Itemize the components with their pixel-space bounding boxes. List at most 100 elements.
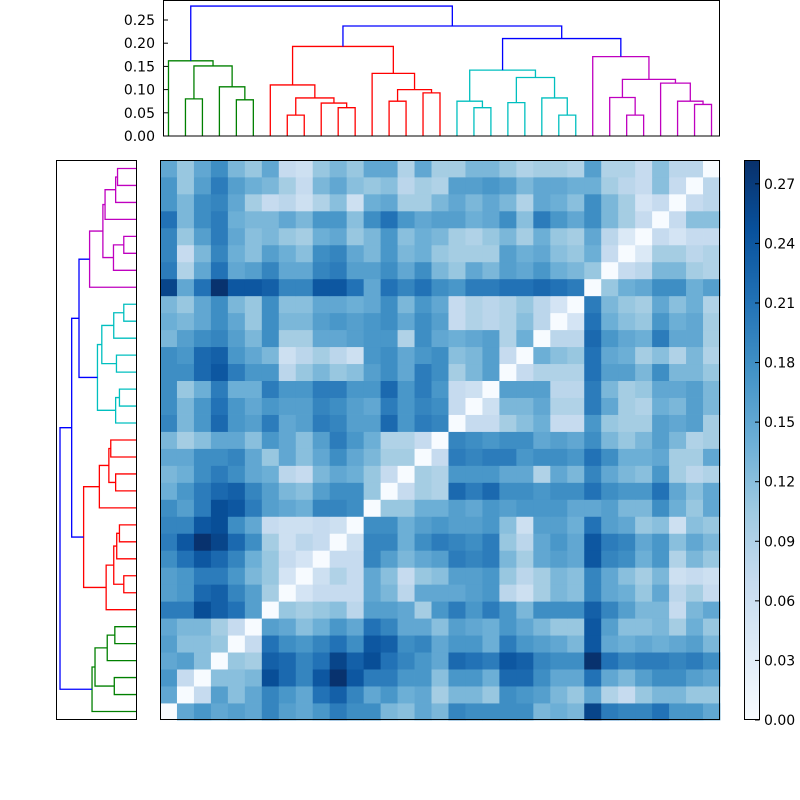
- heatmap-cell: [160, 380, 178, 398]
- heatmap-cell: [550, 329, 568, 348]
- heatmap-cell: [295, 686, 314, 704]
- heatmap-cell: [686, 278, 704, 297]
- heatmap-cell: [448, 295, 466, 314]
- heatmap-cell: [601, 397, 619, 415]
- heatmap-cell: [652, 431, 670, 449]
- heatmap-cell: [482, 652, 500, 670]
- heatmap-cell: [227, 414, 246, 432]
- heatmap-cell: [261, 652, 280, 670]
- heatmap-cell: [703, 244, 721, 263]
- heatmap-cell: [278, 278, 297, 297]
- heatmap-cell: [652, 193, 670, 212]
- heatmap-cell: [533, 635, 551, 653]
- heatmap-cell: [533, 193, 551, 212]
- heatmap-cell: [584, 533, 602, 551]
- heatmap-cell: [295, 278, 314, 297]
- heatmap-cell: [635, 261, 653, 280]
- heatmap-cell: [244, 160, 263, 178]
- heatmap-cell: [160, 550, 178, 568]
- heatmap-cell: [312, 244, 331, 263]
- heatmap-cell: [601, 244, 619, 263]
- heatmap-cell: [261, 329, 280, 348]
- heatmap-cell: [329, 669, 348, 687]
- colorbar-tick-label: 0.15: [764, 415, 795, 431]
- heatmap-cell: [227, 516, 246, 534]
- heatmap-cell: [160, 499, 178, 517]
- heatmap-cell: [703, 669, 721, 687]
- heatmap-cell: [312, 601, 331, 619]
- heatmap-cell: [227, 618, 246, 636]
- heatmap-cell: [176, 703, 195, 721]
- heatmap-cell: [193, 550, 212, 568]
- heatmap-cell: [312, 346, 331, 365]
- heatmap-cell: [346, 550, 365, 568]
- heatmap-cell: [448, 312, 466, 331]
- heatmap-cell: [448, 346, 466, 365]
- heatmap-cell: [346, 465, 365, 483]
- heatmap-cell: [295, 703, 314, 721]
- heatmap-cell: [567, 176, 585, 195]
- heatmap-cell: [533, 346, 551, 365]
- heatmap-cell: [652, 516, 670, 534]
- heatmap-cell: [295, 465, 314, 483]
- heatmap-cell: [176, 278, 195, 297]
- heatmap-cell: [499, 482, 517, 500]
- heatmap-cell: [329, 465, 348, 483]
- heatmap-cell: [448, 176, 466, 195]
- heatmap-cell: [669, 550, 687, 568]
- heatmap-cell: [193, 244, 212, 263]
- left-dendrogram-link: [123, 303, 136, 322]
- heatmap-cell: [261, 261, 280, 280]
- heatmap-cell: [550, 686, 568, 704]
- heatmap-cell: [652, 584, 670, 602]
- heatmap-cell: [244, 278, 263, 297]
- heatmap-cell: [397, 482, 415, 500]
- heatmap-cell: [499, 516, 517, 534]
- heatmap-cell: [550, 295, 568, 314]
- heatmap-cell: [414, 686, 432, 704]
- top-dendrogram-link: [190, 5, 453, 61]
- heatmap-cell: [227, 312, 246, 331]
- heatmap-cell: [703, 601, 721, 619]
- heatmap-cell: [329, 618, 348, 636]
- heatmap-cell: [160, 312, 178, 331]
- heatmap-cell: [584, 448, 602, 466]
- heatmap-cell: [312, 567, 331, 585]
- heatmap-cell: [363, 295, 382, 314]
- heatmap-cell: [584, 465, 602, 483]
- heatmap-cell: [686, 652, 704, 670]
- heatmap-cell: [618, 414, 636, 432]
- heatmap-cell: [499, 210, 517, 229]
- heatmap-cell: [227, 278, 246, 297]
- heatmap-cell: [176, 210, 195, 229]
- heatmap-cell: [397, 329, 415, 348]
- heatmap-cell: [499, 414, 517, 432]
- heatmap-cell: [618, 499, 636, 517]
- heatmap-cell: [244, 193, 263, 212]
- heatmap-cell: [210, 448, 229, 466]
- heatmap-cell: [584, 567, 602, 585]
- heatmap-cell: [278, 516, 297, 534]
- heatmap-cell: [227, 380, 246, 398]
- heatmap-cell: [329, 482, 348, 500]
- heatmap-cell: [465, 363, 483, 382]
- heatmap-cell: [686, 618, 704, 636]
- heatmap-cell: [261, 465, 280, 483]
- heatmap-cell: [652, 635, 670, 653]
- heatmap-cell: [669, 329, 687, 348]
- heatmap-cell: [397, 652, 415, 670]
- heatmap-cell: [516, 516, 534, 534]
- heatmap-cell: [516, 550, 534, 568]
- heatmap-cell: [329, 261, 348, 280]
- heatmap-cell: [346, 278, 365, 297]
- heatmap-cell: [227, 652, 246, 670]
- heatmap-cell: [176, 516, 195, 534]
- heatmap-cell: [329, 397, 348, 415]
- heatmap-cell: [431, 176, 449, 195]
- heatmap-cell: [601, 669, 619, 687]
- heatmap-cell: [295, 550, 314, 568]
- top-dendrogram-link: [291, 45, 394, 85]
- heatmap-cell: [516, 414, 534, 432]
- heatmap-cell: [567, 380, 585, 398]
- heatmap-cell: [499, 635, 517, 653]
